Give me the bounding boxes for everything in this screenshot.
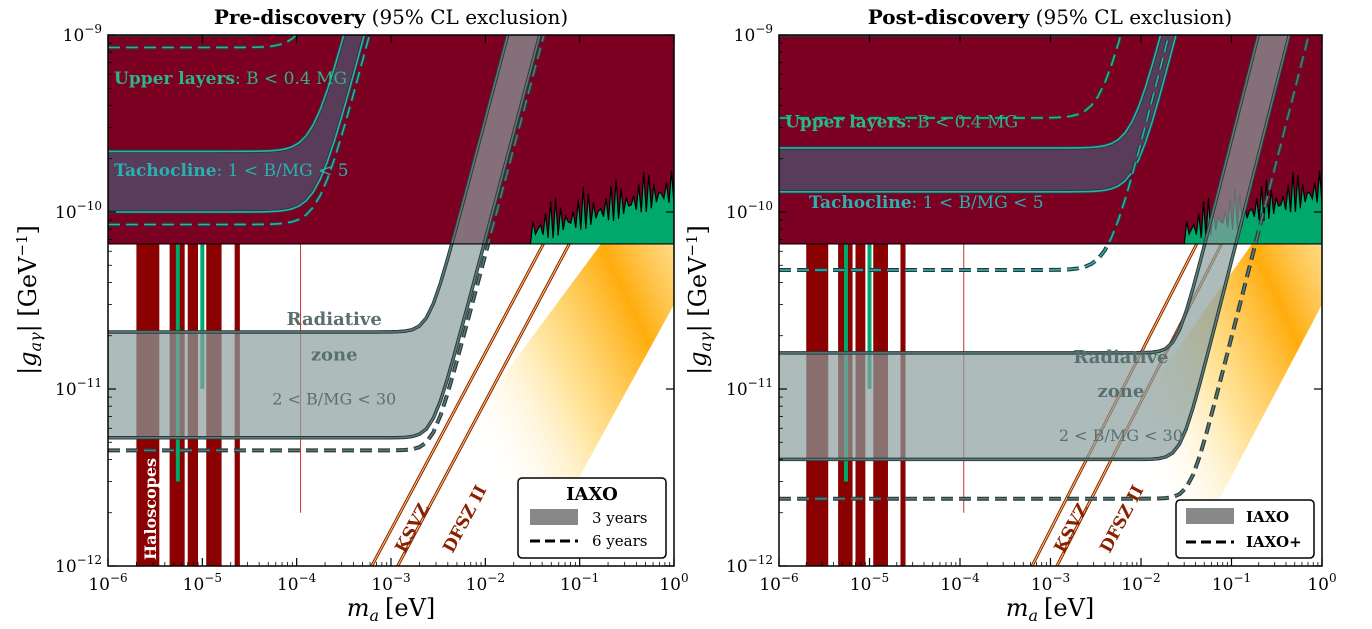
label-radiative-2: zone: [1098, 381, 1145, 402]
ticks-post: 10−6 10−5 10−4 10−3 10−2 10−1 100 10−12 10−11 10−…: [726, 22, 1337, 595]
label-tachocline: Tachocline: 1 < B/MG < 5: [809, 193, 1044, 213]
green-limit-edge: [1164, 170, 1322, 245]
pre-discovery-panel: Pre-discovery (95% CL exclusion) Upper l…: [13, 5, 689, 625]
green-limit: [509, 170, 674, 244]
label-radiative-3: 2 < B/MG < 30: [272, 389, 396, 408]
x-tick-label: 10−4: [277, 571, 317, 595]
label-radiative-1: Radiative: [287, 309, 382, 330]
x-tick-label: 10−2: [1121, 571, 1160, 595]
upper-layers-plus-dash-line: [779, 35, 1122, 119]
y-tick-label: 10−12: [55, 553, 102, 577]
x-tick-label: 10−5: [850, 571, 889, 595]
green-spike: [867, 243, 872, 389]
x-tick-label: 10−2: [466, 571, 505, 595]
y-tick-label: 10−9: [734, 22, 773, 46]
x-tick-label: 100: [1307, 571, 1336, 595]
radiative-lower-line: [108, 35, 541, 439]
x-tick-label: 10−6: [759, 571, 798, 595]
x-tick-label: 10−5: [183, 571, 222, 595]
label-upper-layers: Upper layers: B < 0.4 MG: [785, 113, 1018, 133]
svg-text:|gaγ| [GeV−1]: |gaγ| [GeV−1]: [683, 225, 715, 375]
tachocline-lower-line: [108, 35, 366, 213]
tachocline-6y-dash-line: [108, 35, 371, 226]
legend-entry-iaxo-plus: IAXO+: [1246, 533, 1302, 551]
y-tick-label: 10−9: [63, 22, 102, 46]
radiative-upper-line: [108, 35, 509, 333]
label-upper-layers: Upper layers: B < 0.4 MG: [114, 69, 347, 89]
y-tick-label: 10−11: [726, 376, 773, 400]
label-haloscopes: Haloscopes: [141, 458, 160, 560]
tachocline-upper-line: [779, 35, 1162, 149]
label-radiative-3: 2 < B/MG < 30: [1059, 426, 1183, 445]
tachocline-lower-line: [779, 35, 1177, 193]
x-tick-label: 10−1: [1212, 571, 1251, 595]
x-tick-label: 10−6: [88, 571, 127, 595]
svg-text:ma[eV]: ma [eV]: [1006, 594, 1095, 625]
green-limit-edge: [509, 170, 674, 245]
legend-swatch-3y: [530, 509, 578, 525]
label-tachocline: Tachocline: 1 < B/MG < 5: [114, 161, 349, 181]
y-axis-label-post: |gaγ| [GeV−1]: [683, 225, 715, 375]
ticks-pre: 10−6 10−5 10−4 10−3 10−2 10−1 100 10−12 10−11 10−…: [55, 22, 689, 595]
y-tick-label: 10−10: [55, 199, 102, 223]
green-spike: [200, 243, 205, 389]
dfsz-line-core: [397, 243, 570, 566]
legend-post: IAXO IAXO+: [1175, 499, 1315, 559]
legend-entry-iaxo: IAXO: [1246, 508, 1289, 526]
radiative-lower-line: [779, 35, 1291, 461]
svg-text:|gaγ| [GeV−1]: |gaγ| [GeV−1]: [13, 225, 45, 375]
tachocline-fill: [108, 35, 365, 212]
plot-area-pre: Upper layers: B < 0.4 MG Tachocline: 1 < …: [108, 35, 674, 566]
legend-title-pre: IAXO: [566, 484, 618, 505]
legend-entry-6y: 6 years: [592, 532, 647, 550]
x-tick-label: 10−3: [371, 571, 410, 595]
qcd-band: [362, 212, 674, 566]
y-axis-label-pre: |gaγ| [GeV−1]: [13, 225, 45, 375]
x-axis-label-pre: ma [eV]: [347, 594, 436, 625]
x-tick-label: 100: [659, 571, 688, 595]
x-tick-label: 10−1: [560, 571, 599, 595]
y-tick-label: 10−10: [726, 199, 773, 223]
label-radiative-1: Radiative: [1073, 347, 1168, 368]
x-tick-label: 10−4: [940, 571, 980, 595]
radiative-plus-dash-line: [779, 35, 1310, 500]
y-tick-label: 10−11: [55, 376, 102, 400]
legend-swatch-iaxo: [1186, 508, 1234, 524]
radiative-fill: [108, 35, 540, 438]
svg-text:ma[eV]: ma [eV]: [347, 594, 436, 625]
green-limit: [1164, 170, 1322, 244]
tachocline-upper-line: [108, 35, 345, 153]
post-discovery-panel: Post-discovery (95% CL exclusion) Upper …: [683, 5, 1337, 625]
radiative-6y-dash-line: [108, 35, 545, 452]
plot-area-post: Upper layers: B < 0.4 MG Tachocline: 1 < …: [779, 35, 1322, 566]
y-tick-label: 10−12: [726, 553, 773, 577]
x-tick-label: 10−3: [1031, 571, 1070, 595]
x-axis-label-post: ma [eV]: [1006, 594, 1095, 625]
label-radiative-2: zone: [311, 344, 358, 365]
tachocline-plus-dash-line: [779, 35, 1170, 271]
panel-title-post: Post-discovery (95% CL exclusion): [868, 5, 1232, 29]
legend-entry-3y: 3 years: [592, 509, 647, 527]
ksvz-line-core: [371, 243, 544, 566]
tachocline-fill: [779, 35, 1176, 192]
upper-layers-6y-dash-line: [108, 35, 298, 49]
radiative-upper-line: [779, 35, 1260, 354]
legend-pre: IAXO 3 years 6 years: [517, 477, 667, 559]
panel-title-pre: Pre-discovery (95% CL exclusion): [214, 5, 568, 29]
